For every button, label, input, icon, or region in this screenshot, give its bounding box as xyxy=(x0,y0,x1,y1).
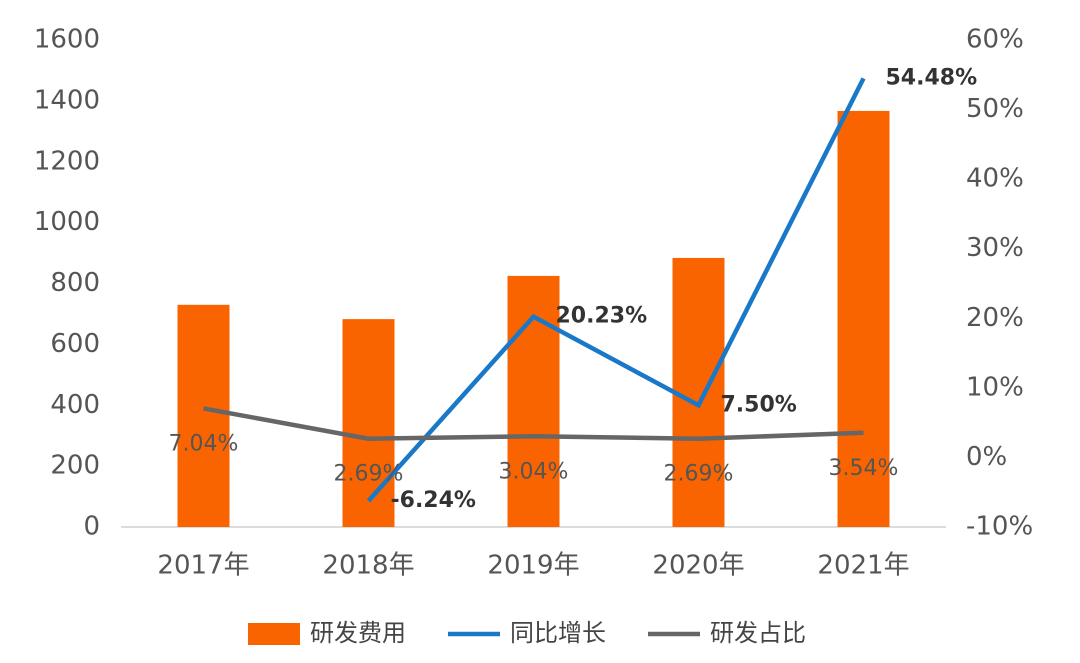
y-tick-label: 1600 xyxy=(34,25,100,55)
x-tick-label: 2019年 xyxy=(487,551,579,581)
x-tick-label: 2020年 xyxy=(652,551,744,581)
legend-label: 同比增长 xyxy=(510,619,606,647)
y-tick-label: 600 xyxy=(50,329,100,359)
bar xyxy=(837,110,890,527)
y-tick-label: 0 xyxy=(83,512,100,542)
data-label: -6.24% xyxy=(391,488,476,513)
y-tick-label: 800 xyxy=(50,268,100,298)
data-label: 20.23% xyxy=(556,304,648,329)
data-label: 7.50% xyxy=(721,392,797,417)
bar xyxy=(342,319,395,527)
y2-tick-label: 50% xyxy=(966,94,1024,124)
bar xyxy=(507,275,560,527)
line xyxy=(366,77,866,503)
data-label: 7.04% xyxy=(169,431,239,456)
data-label: 2.69% xyxy=(334,462,404,487)
data-label: 54.48% xyxy=(886,65,978,90)
y2-tick-label: 40% xyxy=(966,164,1024,194)
y2-tick-label: 10% xyxy=(966,372,1024,402)
legend-swatch xyxy=(248,623,300,645)
bar xyxy=(177,304,230,527)
data-label: 2.69% xyxy=(664,462,734,487)
y2-tick-label: 0% xyxy=(966,442,1007,472)
y-tick-label: 400 xyxy=(50,390,100,420)
legend-label: 研发占比 xyxy=(710,619,806,647)
legend-label: 研发费用 xyxy=(310,619,406,647)
x-tick-label: 2018年 xyxy=(322,551,414,581)
y2-tick-label: -10% xyxy=(966,512,1033,542)
x-tick-label: 2021年 xyxy=(817,551,909,581)
y-tick-label: 1400 xyxy=(34,85,100,115)
y2-tick-label: 20% xyxy=(966,303,1024,333)
bar xyxy=(672,257,725,527)
data-label: 3.54% xyxy=(829,456,899,481)
y-tick-label: 1200 xyxy=(34,146,100,176)
y-tick-label: 1000 xyxy=(34,207,100,237)
y2-tick-label: 30% xyxy=(966,233,1024,263)
y2-tick-label: 60% xyxy=(966,25,1024,55)
data-label: 3.04% xyxy=(499,459,569,484)
y-tick-label: 200 xyxy=(50,451,100,481)
line xyxy=(203,406,864,441)
x-tick-label: 2017年 xyxy=(157,551,249,581)
